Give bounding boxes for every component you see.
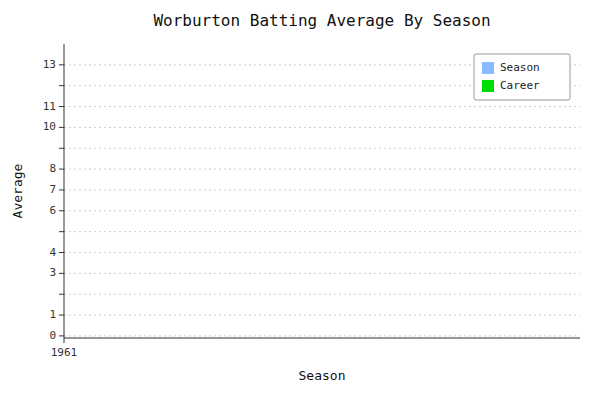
y-tick-label: 8 — [49, 162, 56, 175]
y-tick — [59, 64, 64, 65]
grid-line — [64, 189, 580, 190]
chart-svg: 01346781011131961Worburton Batting Avera… — [0, 0, 600, 400]
x-axis-line — [64, 338, 580, 339]
legend-label: Career — [500, 79, 540, 92]
legend: Season Career — [474, 54, 570, 100]
y-tick — [59, 335, 64, 336]
y-tick-label: 11 — [43, 100, 56, 113]
y-tick — [59, 210, 64, 211]
legend-box — [474, 54, 570, 100]
grid-line — [64, 252, 580, 253]
grid-line — [64, 273, 580, 274]
x-tick — [64, 338, 65, 343]
y-tick — [59, 273, 64, 274]
legend-label: Season — [500, 61, 540, 74]
chart-container: 01346781011131961Worburton Batting Avera… — [0, 0, 600, 400]
y-tick-label: 7 — [49, 183, 56, 196]
y-tick — [59, 189, 64, 190]
y-tick-label: 13 — [43, 58, 56, 71]
y-axis-line — [64, 44, 65, 338]
y-tick-label: 3 — [49, 266, 56, 279]
y-tick-label: 6 — [49, 204, 56, 217]
x-tick-label: 1961 — [51, 346, 78, 359]
y-tick-label: 4 — [49, 246, 56, 259]
y-tick — [59, 315, 64, 316]
y-tick-label: 1 — [49, 308, 56, 321]
grid-line — [64, 335, 580, 336]
axes: 01346781011131961 — [43, 44, 580, 359]
y-tick-label: 0 — [49, 329, 56, 342]
x-axis-label: Season — [299, 368, 346, 383]
grid-line — [64, 231, 580, 232]
grid-line — [64, 169, 580, 170]
grid — [64, 65, 580, 336]
y-tick — [59, 294, 64, 295]
grid-line — [64, 210, 580, 211]
y-axis-label: Average — [10, 163, 25, 218]
y-tick-label: 10 — [43, 120, 56, 133]
y-tick — [59, 85, 64, 86]
grid-line — [64, 294, 580, 295]
grid-line — [64, 148, 580, 149]
y-tick — [59, 106, 64, 107]
y-tick — [59, 169, 64, 170]
title: Worburton Batting Average By Season — [153, 11, 490, 30]
y-tick — [59, 231, 64, 232]
grid-line — [64, 315, 580, 316]
y-tick — [59, 148, 64, 149]
y-tick — [59, 252, 64, 253]
y-tick — [59, 127, 64, 128]
grid-line — [64, 127, 580, 128]
legend-swatch — [482, 62, 494, 74]
legend-swatch — [482, 80, 494, 92]
grid-line — [64, 106, 580, 107]
